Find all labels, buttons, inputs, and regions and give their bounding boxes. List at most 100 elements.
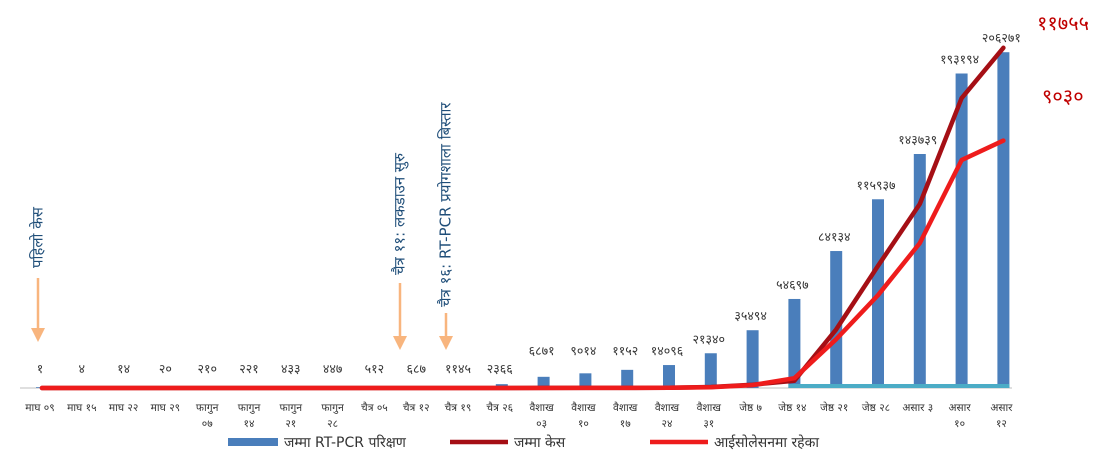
lines-layer [39, 45, 1006, 391]
tick-label-line-12-0: वैशाख [529, 401, 554, 414]
tick-label-18: जेष्ठ १४ [778, 401, 806, 414]
annotation-text-2: चैत्र १६: RT-PCR प्रयोगशाला बिस्तार [437, 102, 455, 307]
tick-label-23: असार १२ [990, 402, 1013, 430]
tick-label-line-22-1: १० [954, 418, 965, 430]
bar-value-label-13: ९०१४ [570, 343, 596, 358]
annotation-arrow-head-1 [393, 336, 407, 350]
legend-label-2: आईसोलेसनमा रहेका [714, 434, 819, 451]
bar-23 [997, 52, 1010, 389]
tick-label-line-16-1: ३१ [703, 418, 714, 430]
tick-label-line-14-0: वैशाख [613, 401, 638, 414]
tick-label-line-21-0: असार ३ [902, 402, 933, 414]
bar-value-label-8: ५१२ [365, 361, 385, 376]
tick-label-9: चैत्र १२ [403, 401, 430, 414]
tick-label-line-15-1: २४ [662, 418, 673, 430]
bar-value-label-23: २०६२७१ [982, 30, 1021, 45]
tick-label-line-12-1: ०३ [536, 418, 547, 430]
tick-label-10: चैत्र १९ [445, 401, 472, 414]
bar-value-label-6: ४३३ [281, 361, 301, 376]
annotation-text-0: पहिलो केस [29, 206, 47, 268]
tick-label-line-17-0: जेष्ठ ७ [739, 401, 762, 414]
bar-value-label-21: १४३७३९ [898, 132, 937, 147]
tick-label-line-0-0: माघ ०९ [25, 402, 54, 414]
tick-label-line-23-1: १२ [996, 418, 1007, 430]
bar-value-label-19: ८४१३४ [818, 229, 851, 244]
bar-16 [704, 353, 717, 388]
tick-label-line-13-0: वैशाख [571, 401, 596, 414]
tick-label-13: वैशाख १० [571, 401, 596, 430]
bar-value-label-7: ४४७ [323, 361, 343, 376]
bar-value-label-20: ११५९३७ [856, 177, 895, 192]
end-labels-layer: ११७५५ ९०३० [1037, 11, 1089, 108]
bar-value-label-3: २० [159, 361, 172, 376]
bar-value-label-1: ४ [79, 361, 86, 376]
tick-label-line-6-0: फागुन [280, 402, 303, 414]
legend-swatch-0 [228, 438, 278, 446]
tick-label-17: जेष्ठ ७ [739, 401, 762, 414]
tick-label-line-18-0: जेष्ठ १४ [778, 401, 806, 414]
tick-label-22: असार १० [949, 402, 972, 430]
tick-label-line-13-1: १० [578, 418, 589, 430]
tick-label-12: वैशाख ०३ [529, 401, 554, 430]
bar-value-label-14: ११५२ [612, 343, 638, 358]
tick-label-line-8-0: चैत्र ०५ [361, 401, 388, 414]
legend-label-1: जम्मा केस [514, 434, 566, 451]
bar-value-label-10: ११४५ [445, 361, 471, 376]
ticks-layer: माघ ०९ माघ १५ माघ २२ माघ २९ फागुन ०७फागुन १४फा… [25, 401, 1013, 430]
bar-12 [537, 376, 550, 388]
tick-label-11: चैत्र २६ [486, 401, 513, 414]
bars-layer [36, 52, 1010, 389]
tick-label-19: जेष्ठ २१ [820, 401, 848, 414]
tick-label-line-23-0: असार [990, 402, 1013, 414]
bar-value-label-16: २१३४० [693, 331, 726, 346]
series-line-1 [39, 45, 1006, 391]
tick-label-line-5-1: १४ [244, 418, 255, 430]
tick-label-line-20-0: जेष्ठ २८ [862, 401, 890, 414]
bar-value-label-0: १ [37, 361, 44, 376]
tick-label-line-7-0: फागुन [321, 402, 344, 414]
bar-13 [579, 373, 592, 388]
tick-label-21: असार ३ [902, 402, 933, 414]
bar-17 [746, 330, 759, 388]
tick-label-16: वैशाख ३१ [697, 401, 722, 430]
tick-label-line-15-0: वैशाख [655, 401, 680, 414]
tick-label-line-14-1: १७ [620, 418, 631, 430]
bar-value-label-17: ३५४९४ [734, 308, 767, 323]
bar-value-label-4: २१० [197, 361, 217, 376]
tick-label-line-9-0: चैत्र १२ [403, 401, 430, 414]
tick-label-15: वैशाख २४ [655, 401, 680, 430]
tick-label-6: फागुन २१ [280, 402, 303, 430]
tick-label-line-4-0: फागुन [196, 402, 219, 414]
tick-label-line-16-0: वैशाख [697, 401, 722, 414]
tick-label-line-22-0: असार [949, 402, 972, 414]
bar-value-label-15: १४०९६ [651, 343, 684, 358]
end-label-isolation: ९०३० [1042, 84, 1084, 108]
bar-value-label-9: ६८७ [406, 361, 426, 376]
tick-label-0: माघ ०९ [25, 402, 54, 414]
bar-22 [955, 73, 968, 388]
tick-label-line-7-1: २८ [327, 418, 338, 430]
tick-label-line-19-0: जेष्ठ २१ [820, 401, 848, 414]
bar-value-label-18: ५४६९७ [776, 277, 809, 292]
tick-label-7: फागुन २८ [321, 402, 344, 430]
tick-label-14: वैशाख १७ [613, 401, 638, 430]
tick-label-line-1-0: माघ १५ [67, 402, 96, 414]
bar-14 [621, 369, 634, 388]
tick-label-5: फागुन १४ [238, 402, 261, 430]
bar-value-label-12: ६८७१ [529, 343, 555, 358]
tick-label-line-5-0: फागुन [238, 402, 261, 414]
bar-21 [913, 154, 926, 388]
tick-label-line-2-0: माघ २२ [109, 402, 138, 414]
tick-label-1: माघ १५ [67, 402, 96, 414]
bar-15 [663, 365, 675, 388]
tick-label-line-10-0: चैत्र १९ [445, 401, 472, 414]
tick-label-20: जेष्ठ २८ [862, 401, 890, 414]
annotation-arrow-head-2 [439, 336, 453, 350]
tick-label-4: फागुन ०७ [196, 402, 219, 430]
series-line-2 [39, 138, 1006, 391]
tick-label-line-4-1: ०७ [202, 418, 213, 430]
bar-value-label-22: १९३१९४ [940, 51, 979, 66]
tick-label-line-11-0: चैत्र २६ [486, 401, 513, 414]
